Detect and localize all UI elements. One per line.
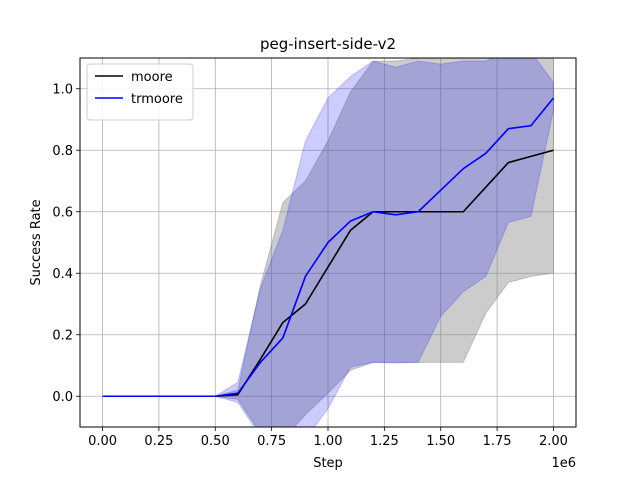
legend-box	[86, 63, 194, 121]
x-tick-label: 0.25	[144, 434, 173, 449]
legend-label-trmoore: trmoore	[131, 92, 183, 107]
x-tick-label: 2.00	[539, 434, 568, 449]
grid	[80, 58, 576, 427]
legend-label-moore: moore	[131, 70, 173, 85]
x-tick-label: 1.00	[314, 434, 343, 449]
y-tick-label: 1.0	[52, 82, 73, 97]
y-tick-label: 0.4	[52, 267, 73, 282]
x-tick-label: 0.75	[257, 434, 286, 449]
x-axis-label: Step	[313, 456, 343, 471]
series-lines	[102, 97, 555, 398]
x-axis-ticks: 0.00 0.25 0.50 0.75 1.00 1.25 1.50 1.75 2.00	[88, 427, 568, 449]
legend: moore trmoore	[86, 63, 194, 121]
line-trmoore	[102, 97, 555, 398]
x-tick-label: 0.50	[201, 434, 230, 449]
y-axis-ticks: 0.0 0.2 0.4 0.6 0.8 1.0	[52, 82, 80, 405]
x-axis-offset-label: 1e6	[551, 456, 576, 471]
x-tick-label: 1.25	[370, 434, 399, 449]
x-tick-label: 1.75	[483, 434, 512, 449]
y-tick-label: 0.2	[52, 328, 73, 343]
x-tick-label: 0.00	[88, 434, 117, 449]
y-tick-label: 0.6	[52, 205, 73, 220]
y-axis-label: Success Rate	[29, 199, 44, 285]
y-tick-label: 0.8	[52, 144, 73, 159]
y-tick-label: 0.0	[52, 390, 73, 405]
chart-title: peg-insert-side-v2	[260, 35, 396, 53]
x-tick-label: 1.50	[426, 434, 455, 449]
